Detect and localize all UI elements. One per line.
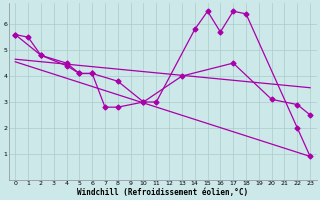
X-axis label: Windchill (Refroidissement éolien,°C): Windchill (Refroidissement éolien,°C) <box>77 188 248 197</box>
